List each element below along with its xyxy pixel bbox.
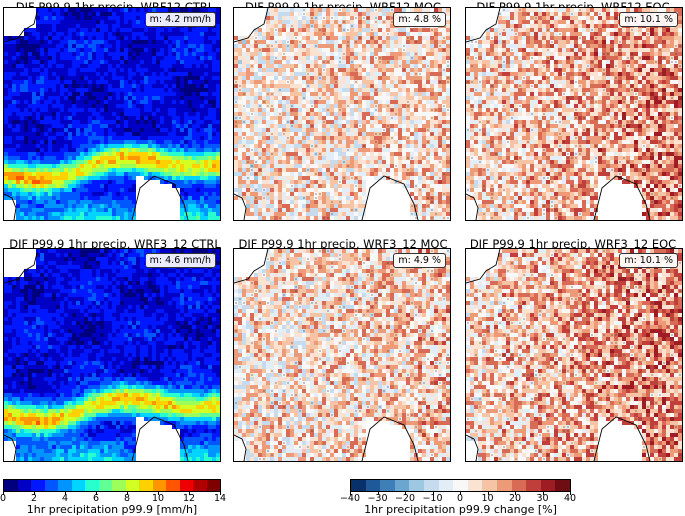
colorbar-swatch — [540, 480, 556, 491]
colorbar-swatch — [511, 480, 527, 491]
colorbar-swatch — [98, 480, 112, 491]
panel-title: DJF P99.9 1hr precip, WRF3_12 EOC — [469, 237, 677, 251]
map-panel: m: 4.8 % — [233, 7, 451, 221]
colorbar-tick-label: −20 — [394, 493, 416, 504]
colorbar-swatch — [152, 480, 166, 491]
mean-badge: m: 10.1 % — [619, 253, 678, 268]
colorbar-tick-label: 30 — [536, 493, 549, 504]
colorbar-tick-mark — [189, 492, 190, 495]
map-canvas — [4, 249, 220, 461]
colorbar-tick-label: 40 — [563, 493, 577, 504]
panel-title: DJF P99.9 1hr precip, WRF3_12 MOC — [238, 237, 448, 251]
colorbar-swatch — [423, 480, 439, 491]
map-canvas — [234, 249, 450, 461]
colorbar-tick-mark — [220, 492, 221, 495]
colorbar-swatch — [526, 480, 541, 491]
mean-badge: m: 4.6 mm/h — [144, 253, 216, 268]
map-canvas — [466, 249, 682, 461]
colorbar-swatch — [58, 480, 72, 491]
mean-badge: m: 4.2 mm/h — [144, 12, 216, 27]
colorbar-swatch — [409, 480, 424, 491]
colorbar-swatch — [166, 480, 180, 491]
colorbar-swatch — [453, 480, 468, 491]
colorbar-swatch — [496, 480, 512, 491]
colorbar-swatch — [438, 480, 454, 491]
colorbar-tick-label: 10 — [151, 493, 165, 504]
colorbar-tick-mark — [487, 492, 489, 495]
colorbar-swatch — [139, 480, 153, 491]
map-panel: m: 10.1 % — [465, 248, 683, 462]
colorbar-tick-mark — [34, 492, 35, 495]
colorbar-tick-label: 20 — [508, 493, 522, 504]
colorbar-tick-mark — [350, 492, 351, 495]
panel-title: DJF P99.9 1hr precip, WRF3_12 CTRL — [9, 237, 221, 251]
colorbar-tick-label: 0 — [456, 493, 464, 504]
map-panel: m: 4.2 mm/h — [3, 7, 221, 221]
colorbar-tick-label: 10 — [481, 493, 494, 504]
colorbar-swatch — [482, 480, 497, 491]
mean-badge: m: 4.8 % — [393, 12, 446, 27]
map-canvas — [4, 8, 220, 220]
colorbar-swatch — [44, 480, 58, 491]
colorbar-label: 1hr precipitation p99.9 change [%] — [364, 503, 557, 516]
colorbar-swatch — [112, 480, 126, 491]
colorbar-tick-mark — [432, 492, 434, 495]
colorbar-swatch — [125, 480, 139, 491]
colorbar-tick-mark — [515, 492, 516, 495]
colorbar-tick-label: −30 — [367, 493, 388, 504]
colorbar-swatch — [179, 480, 193, 491]
colorbar-swatch — [365, 480, 381, 491]
colorbar-strip — [350, 479, 571, 492]
colorbar-swatch — [31, 480, 45, 491]
colorbar-swatch — [193, 480, 207, 491]
colorbar-swatch — [394, 480, 410, 491]
colorbar-tick-mark — [570, 492, 571, 495]
colorbar-swatch — [4, 480, 18, 491]
colorbar-tick-label: 0 — [0, 493, 7, 504]
colorbar-tick-label: 8 — [123, 493, 131, 504]
mean-badge: m: 10.1 % — [619, 12, 678, 27]
colorbar-swatch — [351, 480, 366, 491]
colorbar-tick-mark — [3, 492, 4, 495]
colorbar-tick-mark — [460, 492, 461, 495]
colorbar-tick-mark — [65, 492, 66, 495]
map-canvas — [466, 8, 682, 220]
colorbar-tick-mark — [542, 492, 544, 495]
colorbar-swatch — [71, 480, 85, 491]
colorbar-swatch — [380, 480, 395, 491]
colorbar-tick-mark — [96, 492, 97, 495]
map-canvas — [234, 8, 450, 220]
colorbar-tick-mark — [158, 492, 159, 495]
colorbar-tick-label: −10 — [422, 493, 443, 504]
colorbar-tick-label: 14 — [213, 493, 227, 504]
map-panel: m: 4.6 mm/h — [3, 248, 221, 462]
colorbar-tick-mark — [127, 492, 128, 495]
colorbar-tick-label: 2 — [30, 493, 38, 504]
colorbar-tick-label: 4 — [61, 493, 69, 504]
map-panel: m: 10.1 % — [465, 7, 683, 221]
colorbar-tick-mark — [405, 492, 406, 495]
map-panel: m: 4.9 % — [233, 248, 451, 462]
colorbar-swatch — [467, 480, 483, 491]
colorbar-swatch — [555, 480, 570, 491]
colorbar-tick-label: 6 — [92, 493, 100, 504]
colorbar-swatch — [206, 480, 220, 491]
colorbar-swatch — [17, 480, 31, 491]
colorbar-tick-mark — [377, 492, 379, 495]
colorbar-tick-label: −40 — [339, 493, 361, 504]
colorbar-label: 1hr precipitation p99.9 [mm/h] — [26, 503, 198, 516]
colorbar-strip — [3, 479, 221, 492]
mean-badge: m: 4.9 % — [393, 253, 446, 268]
colorbar-swatch — [85, 480, 99, 491]
colorbar-tick-label: 12 — [182, 493, 196, 504]
